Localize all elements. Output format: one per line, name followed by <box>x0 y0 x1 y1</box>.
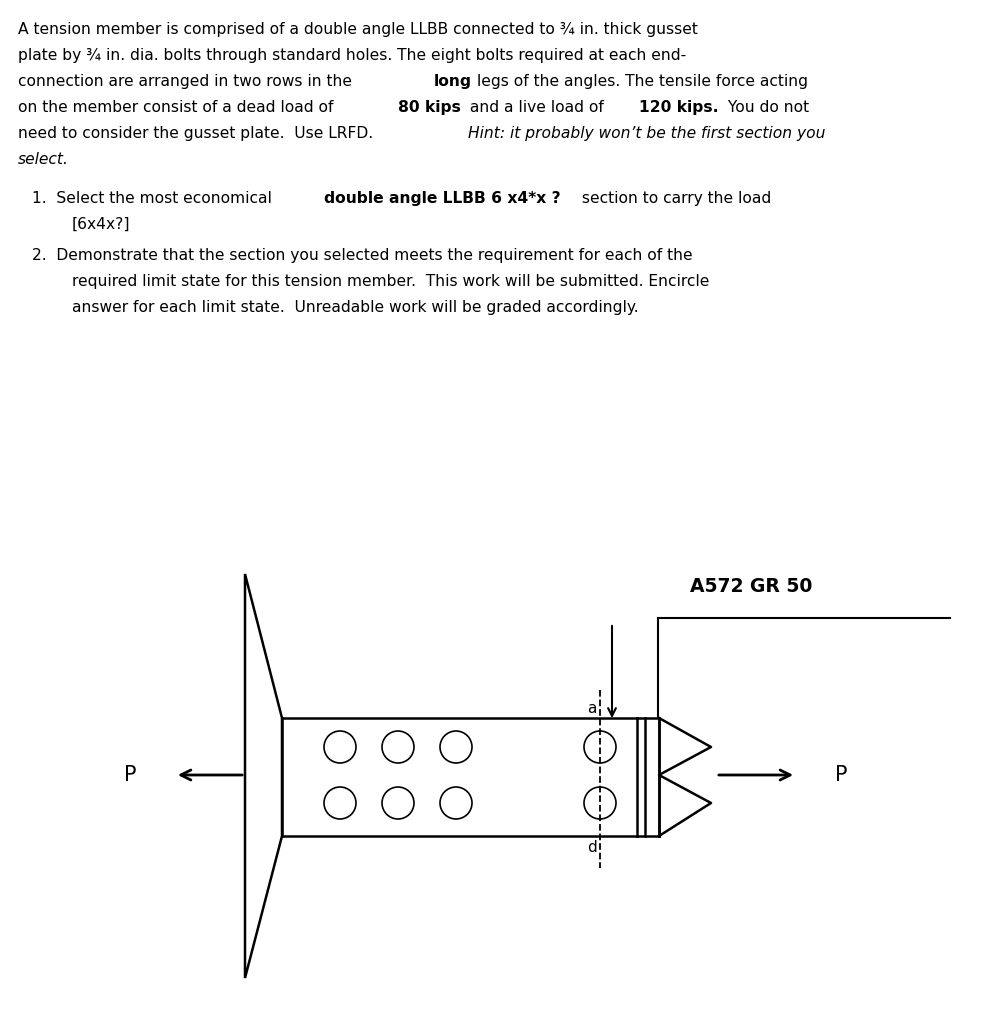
Text: plate by ¾ in. dia. bolts through standard holes. The eight bolts required at ea: plate by ¾ in. dia. bolts through standa… <box>18 48 686 63</box>
Text: You do not: You do not <box>723 100 810 115</box>
Text: 1.  Select the most economical: 1. Select the most economical <box>32 191 277 206</box>
Text: legs of the angles. The tensile force acting: legs of the angles. The tensile force ac… <box>472 74 808 89</box>
Text: P: P <box>835 765 847 785</box>
Circle shape <box>324 787 356 819</box>
Text: A572 GR 50: A572 GR 50 <box>690 577 813 596</box>
Text: on the member consist of a dead load of: on the member consist of a dead load of <box>18 100 338 115</box>
Text: P: P <box>124 765 136 785</box>
Text: double angle LLBB 6 x4*x ?: double angle LLBB 6 x4*x ? <box>324 191 561 206</box>
Circle shape <box>382 731 414 763</box>
Text: d: d <box>587 840 597 855</box>
Circle shape <box>382 787 414 819</box>
Circle shape <box>324 731 356 763</box>
Text: 2.  Demonstrate that the section you selected meets the requirement for each of : 2. Demonstrate that the section you sele… <box>32 248 693 263</box>
Text: 80 kips: 80 kips <box>398 100 461 115</box>
Circle shape <box>440 787 472 819</box>
Text: [6x4x?]: [6x4x?] <box>71 217 131 232</box>
Text: select.: select. <box>18 152 68 167</box>
Text: A tension member is comprised of a double angle LLBB connected to ¾ in. thick gu: A tension member is comprised of a doubl… <box>18 22 698 37</box>
Circle shape <box>584 787 616 819</box>
Text: c: c <box>588 796 597 811</box>
Circle shape <box>440 731 472 763</box>
Text: answer for each limit state.  Unreadable work will be graded accordingly.: answer for each limit state. Unreadable … <box>71 300 638 315</box>
Text: connection are arranged in two rows in the: connection are arranged in two rows in t… <box>18 74 356 89</box>
Text: long: long <box>434 74 472 89</box>
Circle shape <box>584 731 616 763</box>
Polygon shape <box>245 574 282 978</box>
Text: Hint: it probably won’t be the first section you: Hint: it probably won’t be the first sec… <box>468 126 826 141</box>
Text: and a live load of: and a live load of <box>465 100 609 115</box>
Text: section to carry the load: section to carry the load <box>577 191 771 206</box>
Text: need to consider the gusset plate.  Use LRFD.: need to consider the gusset plate. Use L… <box>18 126 378 141</box>
Text: 120 kips.: 120 kips. <box>639 100 719 115</box>
Text: required limit state for this tension member.  This work will be submitted. Enci: required limit state for this tension me… <box>71 274 709 289</box>
Text: b: b <box>587 739 597 755</box>
Text: a: a <box>588 701 597 716</box>
